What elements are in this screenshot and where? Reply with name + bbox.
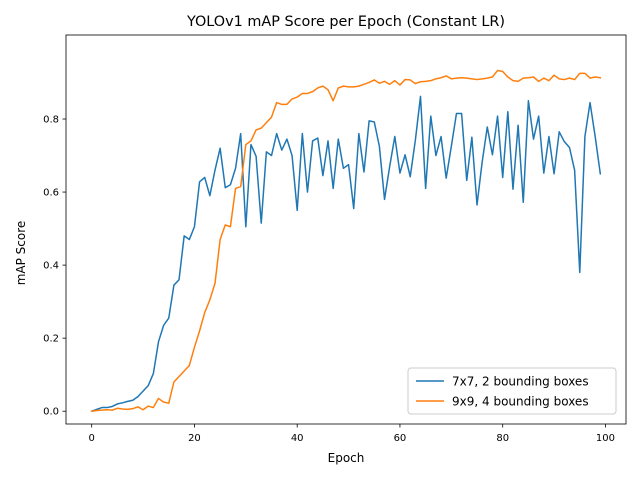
x-tick-label: 20 xyxy=(188,433,201,444)
x-tick-label: 60 xyxy=(394,433,407,444)
x-tick-label: 40 xyxy=(291,433,304,444)
plot-area: 0 20 40 60 80 100 0.0 0.2 0.4 0.6 0.8 xyxy=(43,34,627,444)
y-tick-label: 0.8 xyxy=(43,115,59,126)
x-axis-title: Epoch xyxy=(328,451,365,465)
legend: 7x7, 2 bounding boxes 9x9, 4 bounding box… xyxy=(407,367,617,415)
series-line-2 xyxy=(90,69,602,413)
y-tick-label: 0.6 xyxy=(43,188,59,199)
legend-label-2: 9x9, 4 bounding boxes xyxy=(452,395,589,409)
chart-title: YOLOv1 mAP Score per Epoch (Constant LR) xyxy=(186,14,505,30)
axes-frame xyxy=(65,34,627,425)
x-tick-label: 80 xyxy=(496,433,509,444)
series-line-1 xyxy=(90,95,602,413)
y-tick-label: 0.0 xyxy=(43,407,59,418)
y-axis-title: mAP Score xyxy=(14,221,28,286)
legend-box xyxy=(407,367,617,415)
y-tick-label: 0.4 xyxy=(43,261,59,272)
legend-label-1: 7x7, 2 bounding boxes xyxy=(452,375,589,389)
x-tick-label: 100 xyxy=(596,433,615,444)
y-tick-label: 0.2 xyxy=(43,334,59,345)
x-tick-label: 0 xyxy=(89,433,95,444)
